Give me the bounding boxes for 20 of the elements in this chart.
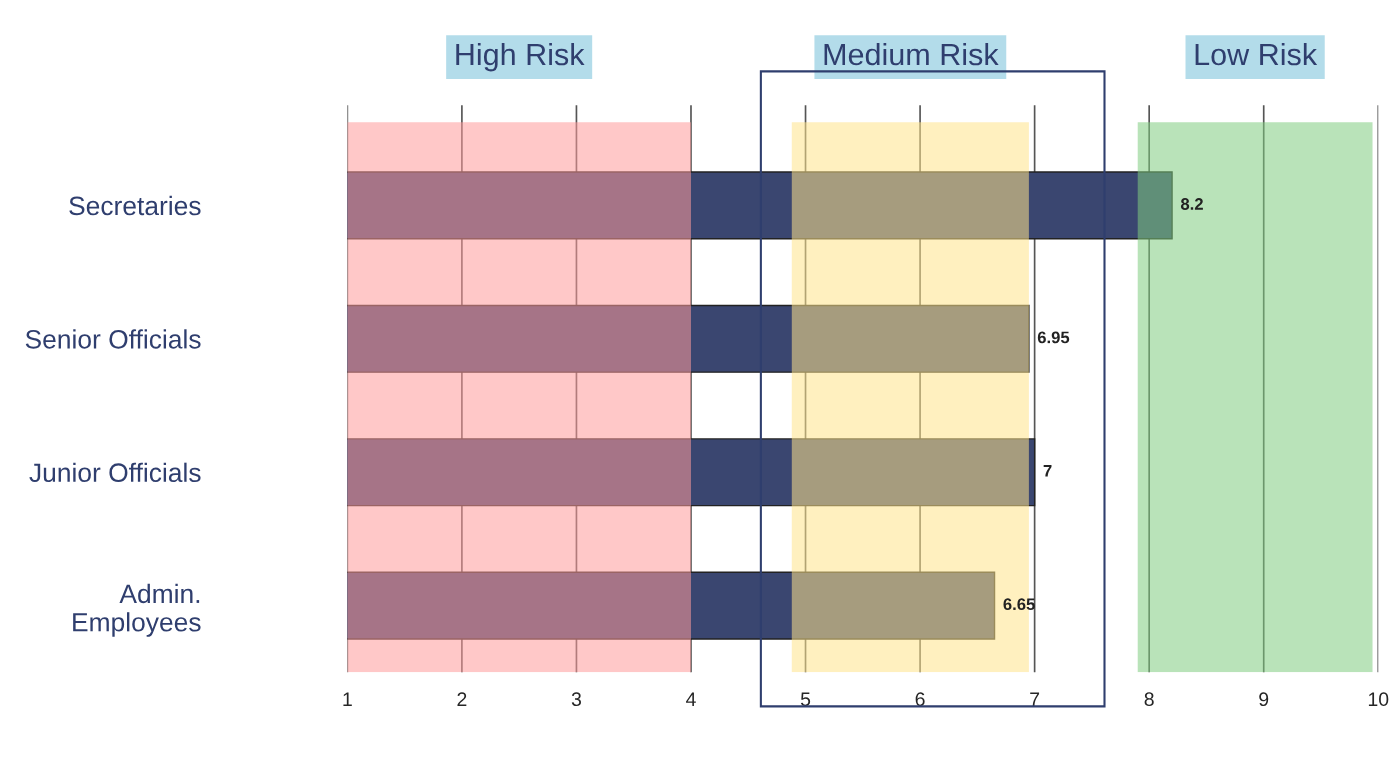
band-label: Low Risk: [1195, 42, 1318, 66]
x-tick-label: 4: [686, 692, 696, 706]
x-tick-label: 5: [800, 692, 811, 707]
x-tick-label: 7: [1030, 692, 1040, 706]
y-tick-label: Admin. Employees: [73, 583, 201, 637]
x-tick-label: 10: [1368, 692, 1389, 707]
y-tick-label: Senior Officials: [25, 329, 201, 349]
data-label: 6.95: [1037, 331, 1070, 344]
x-tick-label: 2: [457, 692, 467, 706]
x-tick-label: 3: [571, 692, 581, 707]
data-label: 8.2: [1180, 198, 1203, 210]
band-label: Medium Risk: [824, 42, 999, 66]
x-tick-label: 9: [1259, 692, 1269, 707]
x-tick-label: 1: [343, 692, 352, 706]
band-label: High Risk: [456, 42, 585, 72]
y-tick-label: Secretaries: [69, 195, 201, 216]
y-tick-label: Junior Officials: [29, 462, 201, 483]
data-label: 7: [1043, 465, 1052, 477]
x-tick-label: 8: [1144, 692, 1154, 707]
x-tick-label: 6: [915, 692, 925, 707]
